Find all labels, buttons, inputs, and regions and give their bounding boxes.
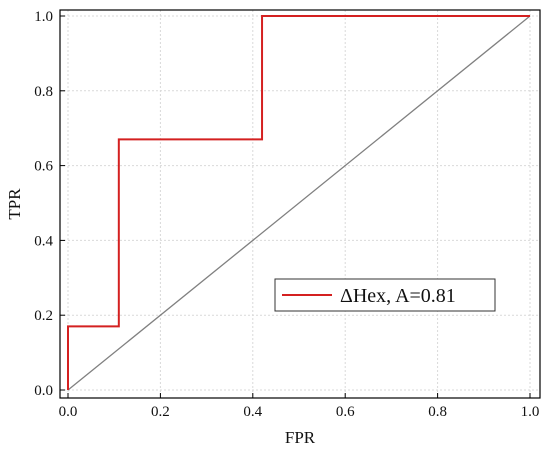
x-tick-label: 0.0 [59,404,78,420]
y-tick-label: 0.0 [34,383,53,399]
y-axis-label: TPR [5,188,24,220]
x-tick-label: 0.6 [336,404,355,420]
legend-entry-label: ΔHex, A=0.81 [340,285,456,307]
x-tick-label: 0.2 [151,404,170,420]
roc-curve-line [67,15,530,390]
x-tick-label: 1.0 [521,404,540,420]
chance-diagonal-line [67,15,531,391]
x-tick-label: 0.4 [243,404,262,420]
legend: ΔHex, A=0.81 [274,278,496,312]
x-axis-label: FPR [285,428,316,447]
y-tick-label: 0.6 [34,159,53,175]
y-tick-label: 0.8 [34,84,53,100]
grid [60,10,540,398]
x-axis-ticks: 0.0 0.2 0.4 0.6 0.8 1.0 [59,393,540,420]
plot-frame [59,9,541,399]
y-tick-label: 0.4 [34,233,53,249]
x-tick-label: 0.8 [428,404,447,420]
y-tick-label: 0.2 [34,308,53,324]
y-axis-ticks: 0.0 0.2 0.4 0.6 0.8 1.0 [34,9,65,399]
y-tick-label: 1.0 [34,9,53,25]
